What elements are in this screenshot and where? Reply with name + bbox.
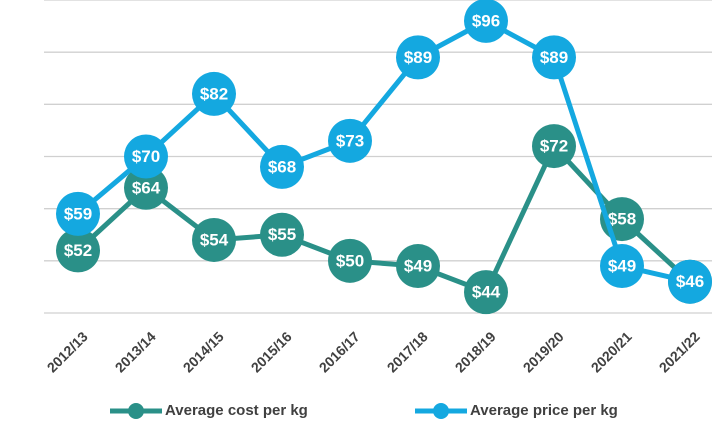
series-line [76, 141, 692, 296]
data-label: $54 [200, 230, 229, 249]
data-label: $89 [404, 48, 432, 67]
data-label: $96 [472, 11, 500, 30]
data-point [124, 134, 168, 179]
data-point [192, 217, 236, 262]
data-label: $49 [608, 257, 636, 276]
x-tick-label: 2018/19 [452, 328, 499, 375]
x-tick-label: 2019/20 [520, 328, 567, 375]
data-label: $55 [268, 225, 296, 244]
x-tick-label: 2017/18 [384, 328, 431, 375]
legend-marker [128, 403, 144, 419]
data-point [532, 124, 576, 169]
data-point [124, 165, 168, 210]
legend-label: Average cost per kg [165, 402, 308, 419]
data-point [532, 35, 576, 80]
x-tick-label: 2015/16 [248, 328, 295, 375]
data-label: $50 [336, 251, 364, 270]
data-label: $49 [404, 257, 432, 276]
x-tick-label: 2014/15 [180, 328, 227, 375]
data-label: $59 [64, 204, 92, 223]
series-line [76, 18, 691, 285]
data-label: $70 [132, 147, 160, 166]
data-point [464, 0, 508, 43]
data-label: $68 [268, 157, 296, 176]
data-label: $44 [472, 283, 501, 302]
legend-label: Average price per kg [470, 402, 618, 419]
data-label: $89 [540, 48, 568, 67]
data-point [260, 212, 304, 257]
data-label: $58 [608, 210, 636, 229]
data-point [328, 238, 372, 283]
data-point [396, 35, 440, 80]
data-point [260, 144, 304, 189]
data-label: $46 [676, 272, 704, 291]
legend-marker [433, 403, 449, 419]
data-point [56, 228, 100, 273]
data-point [668, 259, 712, 304]
data-label: $72 [540, 137, 568, 156]
data-point [56, 191, 100, 236]
data-label: $73 [336, 131, 364, 150]
data-point [328, 118, 372, 163]
x-tick-label: 2021/22 [656, 328, 703, 375]
x-tick-label: 2013/14 [112, 328, 159, 375]
data-point [396, 244, 440, 289]
data-label: $82 [200, 84, 228, 103]
data-label: $64 [132, 178, 161, 197]
data-point [600, 244, 644, 289]
x-tick-label: 2012/13 [44, 328, 91, 375]
data-point [192, 71, 236, 116]
data-point [464, 270, 508, 315]
x-tick-label: 2016/17 [316, 328, 363, 375]
data-label: $52 [64, 241, 92, 260]
x-tick-label: 2020/21 [588, 328, 635, 375]
